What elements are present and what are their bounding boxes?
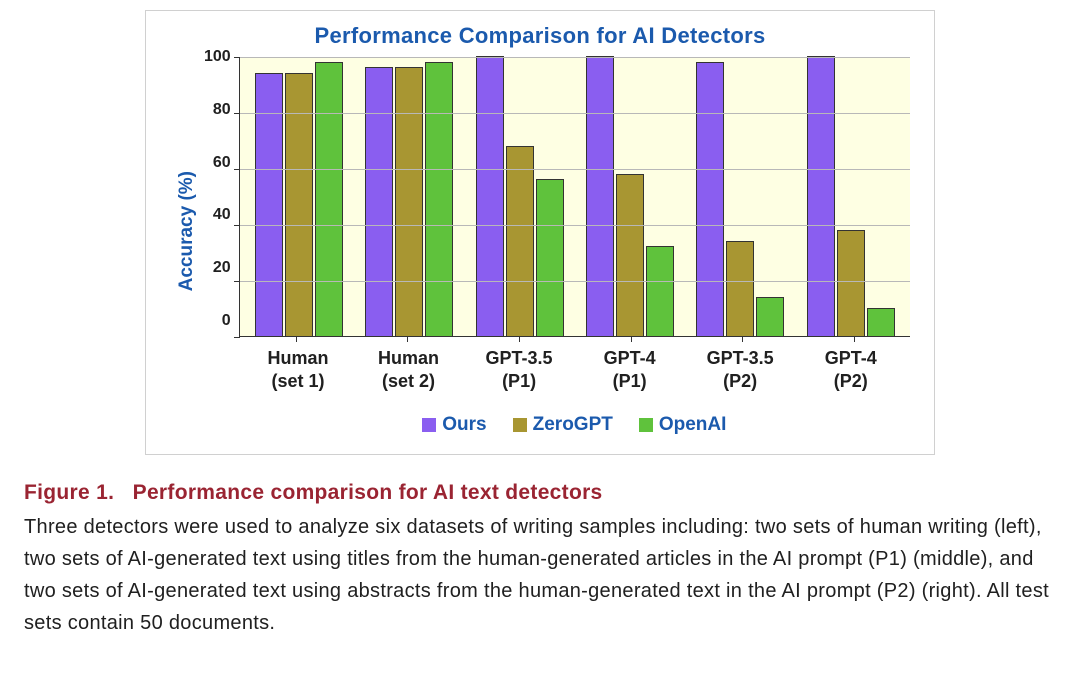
bar <box>756 297 784 336</box>
bar <box>726 241 754 336</box>
bar <box>867 308 895 336</box>
x-tick-mark <box>742 336 743 342</box>
x-axis-label: GPT-4 (P1) <box>574 347 685 392</box>
y-tick-mark <box>234 225 240 226</box>
legend-label: ZeroGPT <box>533 414 613 436</box>
bar <box>616 174 644 336</box>
bar <box>586 56 614 336</box>
x-axis-label: GPT-3.5 (P2) <box>685 347 796 392</box>
legend-swatch <box>422 418 436 432</box>
bar-group <box>685 57 795 336</box>
bar <box>837 230 865 336</box>
legend-swatch <box>639 418 653 432</box>
legend-item: Ours <box>422 414 486 436</box>
x-axis-label: GPT-4 (P2) <box>795 347 906 392</box>
bar <box>425 62 453 336</box>
x-tick-mark <box>519 336 520 342</box>
x-axis-label: Human (set 2) <box>353 347 464 392</box>
bar <box>395 67 423 336</box>
legend-label: Ours <box>442 414 486 436</box>
caption-body: Three detectors were used to analyze six… <box>24 511 1056 639</box>
grid-line <box>240 57 910 58</box>
grid-line <box>240 281 910 282</box>
y-axis-label: Accuracy (%) <box>170 171 204 291</box>
y-tick-mark <box>234 337 240 338</box>
legend-item: OpenAI <box>639 414 727 436</box>
legend-swatch <box>513 418 527 432</box>
figure-label: Figure 1. <box>24 481 114 504</box>
y-tick-label: 20 <box>204 260 231 276</box>
x-tick-mark <box>296 336 297 342</box>
figure-caption: Figure 1. Performance comparison for AI … <box>20 481 1060 639</box>
bar <box>646 246 674 336</box>
x-tick-mark <box>854 336 855 342</box>
caption-title: Figure 1. Performance comparison for AI … <box>24 481 1056 505</box>
bar <box>365 67 393 336</box>
grid-line <box>240 113 910 114</box>
y-tick-mark <box>234 281 240 282</box>
y-tick-label: 40 <box>204 207 231 223</box>
bar <box>476 56 504 336</box>
x-tick-mark <box>407 336 408 342</box>
chart-title: Performance Comparison for AI Detectors <box>170 23 910 49</box>
y-tick-mark <box>234 57 240 58</box>
bar <box>807 56 835 336</box>
chart-card: Performance Comparison for AI Detectors … <box>145 10 935 455</box>
bar <box>696 62 724 336</box>
grid-line <box>240 225 910 226</box>
x-axis-labels: Human (set 1)Human (set 2)GPT-3.5 (P1)GP… <box>239 347 910 392</box>
plot-row: Accuracy (%) 100806040200 Human (set 1)H… <box>170 57 910 436</box>
x-axis-label: GPT-3.5 (P1) <box>464 347 575 392</box>
legend-item: ZeroGPT <box>513 414 613 436</box>
bar <box>506 146 534 336</box>
y-axis-ticks: 100806040200 <box>204 57 239 337</box>
legend-label: OpenAI <box>659 414 727 436</box>
y-tick-label: 0 <box>204 313 231 329</box>
legend: Ours ZeroGPT OpenAI <box>239 414 910 436</box>
y-tick-label: 100 <box>204 49 231 65</box>
y-tick-mark <box>234 169 240 170</box>
x-axis-label: Human (set 1) <box>243 347 354 392</box>
bar <box>536 179 564 336</box>
bar <box>315 62 343 336</box>
bar-group <box>796 57 906 336</box>
y-tick-label: 80 <box>204 102 231 118</box>
bar-groups <box>240 57 910 336</box>
bar-group <box>575 57 685 336</box>
figure-title-text: Performance comparison for AI text detec… <box>133 481 603 504</box>
bar-group <box>354 57 464 336</box>
plot-area <box>239 57 910 337</box>
x-tick-mark <box>631 336 632 342</box>
bar-group <box>464 57 574 336</box>
plot-area-wrap: Human (set 1)Human (set 2)GPT-3.5 (P1)GP… <box>239 57 910 436</box>
grid-line <box>240 169 910 170</box>
bar-group <box>244 57 354 336</box>
y-tick-mark <box>234 113 240 114</box>
y-tick-label: 60 <box>204 155 231 171</box>
